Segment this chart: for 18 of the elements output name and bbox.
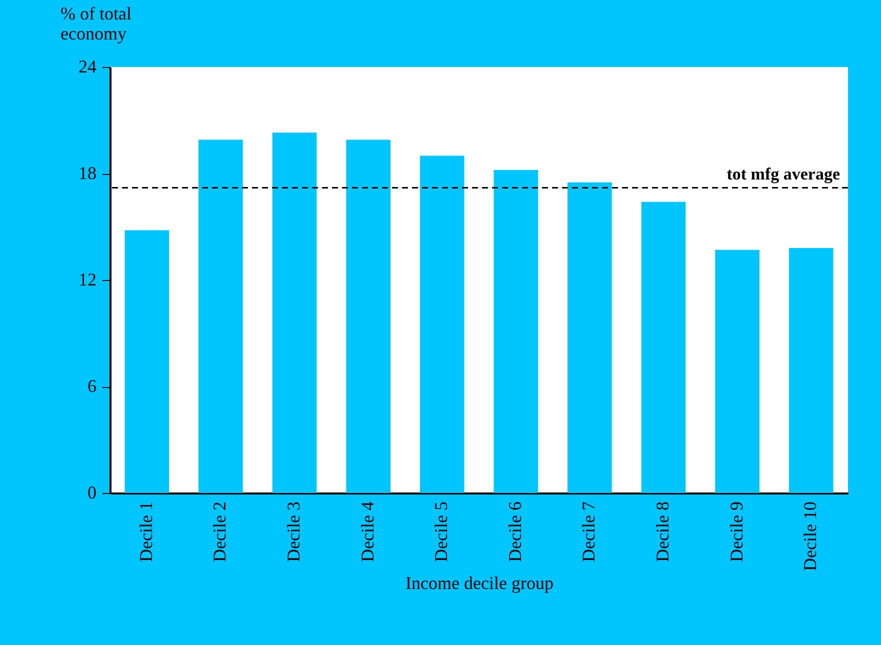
x-tick-label: Decile 4 [357, 502, 378, 562]
x-tick-label: Decile 1 [136, 502, 156, 562]
x-tick-label: Decile 6 [504, 502, 525, 562]
x-tick-label: Decile 8 [652, 502, 672, 562]
x-tick-label: Decile 2 [210, 502, 230, 562]
x-tick-label: Decile 10 [800, 502, 820, 571]
y-tick-label: 0 [88, 482, 96, 502]
y-tick-label: 6 [88, 376, 96, 396]
y-axis-title: % of total economy [60, 4, 132, 44]
x-tick-label: Decile 7 [578, 502, 599, 562]
y-tick-label: 24 [78, 56, 96, 76]
x-axis-title: Income decile group [406, 572, 554, 593]
y-tick-label: 12 [78, 270, 96, 290]
x-tick-label: Decile 3 [284, 502, 304, 562]
y-tick-label: 18 [78, 163, 96, 183]
x-tick-label: Decile 9 [726, 502, 746, 562]
ref-line-label: tot mfg average [726, 164, 840, 184]
x-tick-label: Decile 5 [431, 502, 452, 562]
